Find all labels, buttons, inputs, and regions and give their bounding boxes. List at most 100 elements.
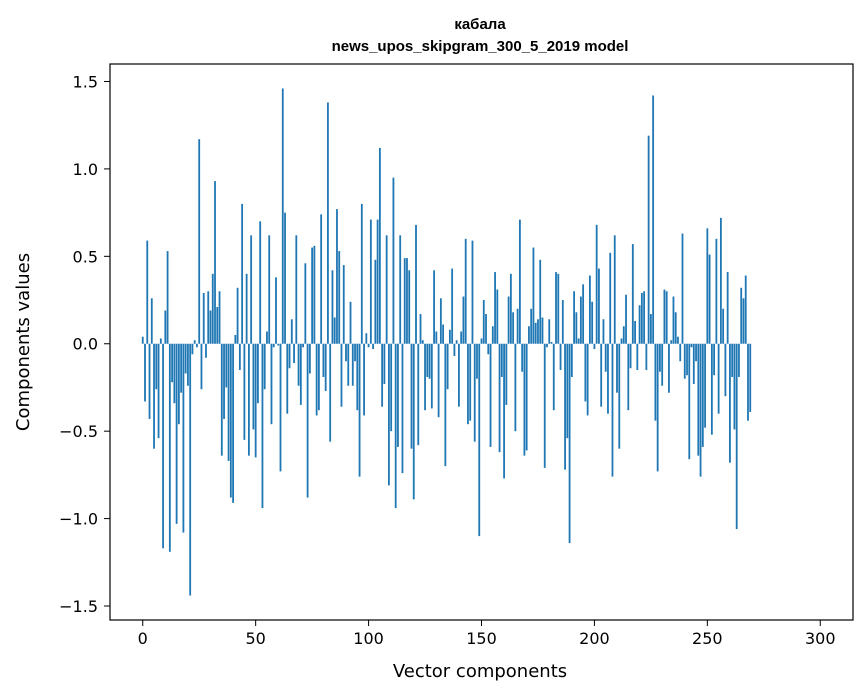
bar-102 [372, 343, 375, 349]
bar-124 [421, 340, 424, 344]
bar-176 [539, 259, 542, 344]
bar-22 [191, 343, 194, 355]
bar-125 [424, 343, 426, 411]
bar-140 [458, 343, 460, 407]
bar-153 [487, 343, 490, 355]
bar-172 [530, 308, 533, 344]
bar-30 [209, 310, 212, 344]
bar-171 [528, 326, 530, 344]
bar-130 [435, 331, 438, 344]
bar-18 [182, 343, 185, 533]
bar-208 [611, 343, 614, 477]
bar-109 [388, 343, 390, 486]
bar-210 [616, 343, 618, 393]
bar-163 [509, 273, 512, 344]
bar-24 [196, 343, 198, 348]
y-axis-ticks: −1.5 −1.0 −0.5 0.0 0.5 1.0 1.5 [59, 72, 110, 616]
bar-59 [275, 277, 277, 344]
x-axis-ticks: 0 50 100 150 200 250 300 [138, 620, 836, 648]
bar-206 [607, 343, 609, 414]
bar-61 [279, 343, 282, 472]
bar-211 [618, 343, 621, 449]
y-tick-label: 1.0 [73, 160, 98, 179]
bar-189 [568, 343, 571, 544]
bar-131 [437, 343, 440, 418]
bar-13 [171, 343, 174, 383]
bar-20 [187, 343, 189, 386]
bar-129 [433, 270, 435, 344]
y-tick-label: 0.0 [73, 335, 98, 354]
bar-263 [735, 343, 738, 530]
bar-251 [708, 254, 711, 344]
bar-175 [537, 319, 539, 344]
x-tick-label: 150 [466, 629, 497, 648]
bar-269 [749, 343, 752, 412]
bar-223 [645, 343, 648, 370]
bar-10 [164, 310, 167, 344]
bar-228 [656, 343, 659, 472]
bar-80 [322, 343, 325, 377]
bar-152 [485, 314, 487, 344]
bar-94 [354, 343, 356, 362]
bar-244 [692, 343, 695, 384]
bar-160 [503, 343, 505, 479]
bar-106 [381, 343, 384, 407]
bar-65 [288, 343, 291, 369]
bar-117 [406, 258, 408, 344]
bar-37 [225, 343, 228, 388]
bar-146 [471, 240, 474, 344]
bar-195 [582, 284, 585, 344]
bar-229 [659, 343, 661, 372]
bar-180 [548, 319, 551, 344]
bar-198 [589, 275, 591, 344]
bar-151 [482, 300, 485, 344]
bar-48 [250, 235, 253, 344]
bar-132 [439, 298, 442, 344]
bar-220 [638, 305, 641, 344]
bar-239 [681, 233, 684, 344]
bar-32 [214, 181, 216, 344]
bar-142 [462, 296, 465, 344]
bar-105 [378, 147, 381, 344]
bar-183 [555, 272, 557, 344]
bar-35 [220, 343, 223, 456]
bar-122 [417, 343, 420, 446]
bar-155 [491, 326, 494, 344]
bars-group [141, 88, 752, 596]
bar-19 [184, 343, 187, 374]
bar-232 [665, 291, 668, 344]
bar-110 [390, 343, 393, 432]
bar-41 [234, 335, 237, 344]
bar-92 [349, 301, 352, 344]
bar-103 [374, 259, 377, 344]
bar-149 [478, 343, 481, 537]
bar-265 [740, 287, 743, 344]
bar-86 [336, 209, 338, 344]
bar-39 [229, 343, 232, 498]
bar-100 [367, 343, 370, 348]
bar-260 [729, 343, 731, 463]
y-axis-label: Components values [13, 253, 34, 431]
bar-200 [593, 343, 596, 349]
bar-266 [742, 298, 745, 344]
bar-245 [695, 343, 697, 362]
chart-title: кабала [454, 16, 506, 33]
bar-199 [591, 301, 594, 344]
bar-252 [710, 343, 713, 435]
bar-75 [311, 247, 314, 344]
bar-66 [290, 319, 293, 344]
bar-161 [505, 343, 508, 405]
bar-254 [715, 238, 718, 344]
bar-127 [428, 343, 431, 379]
bar-51 [257, 343, 259, 404]
bar-213 [622, 326, 625, 344]
bar-194 [579, 296, 582, 344]
bar-215 [627, 343, 630, 411]
bar-134 [444, 343, 447, 467]
bar-233 [668, 343, 670, 393]
bar-95 [356, 343, 359, 411]
bar-79 [320, 214, 323, 344]
bar-249 [704, 343, 706, 428]
y-tick-label: 0.5 [73, 247, 98, 266]
